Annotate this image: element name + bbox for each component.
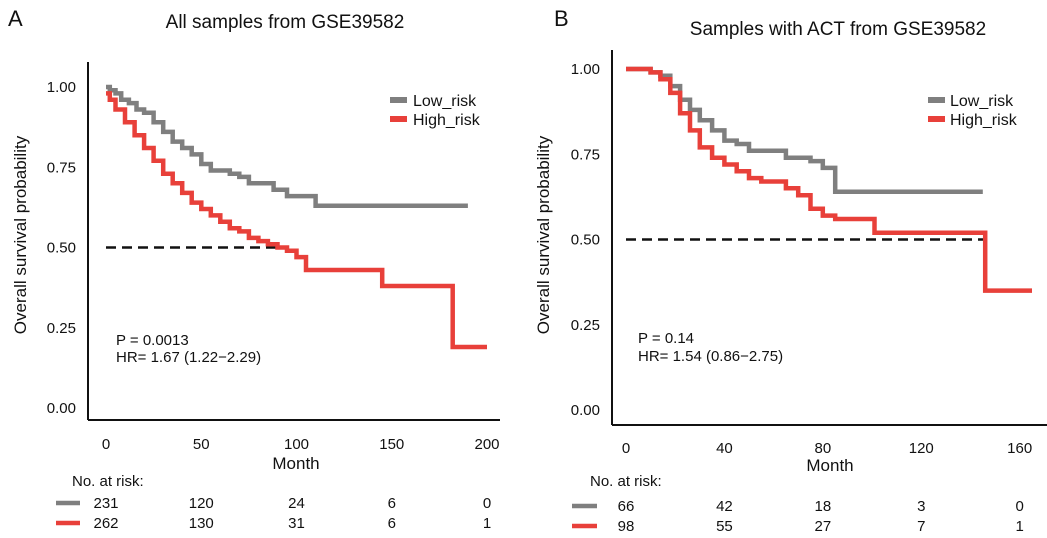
- series-line-high-risk: [106, 91, 487, 350]
- y-axis-label: Overall survival probability: [534, 135, 553, 334]
- x-axis-label: Month: [806, 456, 853, 475]
- x-tick-label: 0: [622, 440, 630, 457]
- y-axis: 0.00 0.25 0.50 0.75 1.00: [571, 50, 613, 425]
- series-line-low-risk: [106, 84, 468, 209]
- y-tick-label: 1.00: [47, 79, 76, 96]
- y-tick-label: 0.25: [47, 320, 76, 337]
- y-tick-label: 0.50: [47, 240, 76, 257]
- chart-title: Samples with ACT from GSE39582: [690, 19, 986, 40]
- risk-count-high-risk: 262: [93, 515, 118, 532]
- risk-count-low-risk: 18: [815, 498, 832, 515]
- risk-count-low-risk: 3: [917, 498, 925, 515]
- risk-count-high-risk: 6: [388, 515, 396, 532]
- legend-label-high-risk: High_risk: [413, 112, 481, 129]
- hazard-ratio-annotation: HR= 1.54 (0.86−2.75): [638, 348, 783, 365]
- risk-count-high-risk: 27: [815, 518, 832, 535]
- hazard-ratio-annotation: HR= 1.67 (1.22−2.29): [116, 349, 261, 366]
- legend: Low_risk High_risk: [928, 93, 1018, 129]
- risk-count-high-risk: 98: [618, 518, 635, 535]
- p-value-annotation: P = 0.14: [638, 330, 694, 347]
- x-tick-label: 160: [1007, 440, 1032, 457]
- p-value-annotation: P = 0.0013: [116, 332, 189, 349]
- panel-b: B Samples with ACT from GSE39582 Overall…: [534, 6, 1047, 535]
- series-line-low-risk: [626, 66, 983, 195]
- x-axis: 0 50 100 150 200: [88, 419, 500, 453]
- risk-table: No. at risk: 66 42 18 3 0 98 55 27 7 1: [572, 473, 1024, 535]
- panel-a: A All samples from GSE39582 Overall surv…: [8, 6, 500, 532]
- risk-count-high-risk: 130: [189, 515, 214, 532]
- y-tick-label: 1.00: [571, 61, 600, 78]
- y-tick-label: 0.50: [571, 232, 600, 249]
- panel-letter: B: [554, 6, 569, 31]
- x-tick-label: 100: [284, 436, 309, 453]
- legend-label-low-risk: Low_risk: [413, 93, 477, 110]
- x-tick-label: 120: [909, 440, 934, 457]
- risk-table-title: No. at risk:: [590, 473, 662, 490]
- risk-count-low-risk: 120: [189, 495, 214, 512]
- chart-title: All samples from GSE39582: [166, 12, 405, 33]
- x-tick-label: 50: [193, 436, 210, 453]
- y-tick-label: 0.00: [571, 402, 600, 419]
- legend: Low_risk High_risk: [390, 93, 481, 129]
- risk-count-low-risk: 24: [288, 495, 305, 512]
- risk-count-low-risk: 231: [93, 495, 118, 512]
- y-tick-label: 0.75: [47, 159, 76, 176]
- legend-label-high-risk: High_risk: [950, 112, 1018, 129]
- risk-count-low-risk: 0: [483, 495, 491, 512]
- risk-count-high-risk: 31: [288, 515, 305, 532]
- y-tick-label: 0.75: [571, 146, 600, 163]
- x-axis: 0 40 80 120 160: [612, 424, 1047, 457]
- y-axis: 0.00 0.25 0.50 0.75 1.00: [47, 62, 89, 420]
- x-tick-label: 200: [474, 436, 499, 453]
- risk-count-high-risk: 7: [917, 518, 925, 535]
- risk-count-low-risk: 42: [716, 498, 733, 515]
- x-tick-label: 0: [102, 436, 110, 453]
- x-tick-label: 150: [379, 436, 404, 453]
- risk-table-title: No. at risk:: [72, 473, 144, 490]
- risk-count-high-risk: 1: [483, 515, 491, 532]
- risk-table: No. at risk: 231 120 24 6 0 262 130 31 6…: [56, 473, 491, 532]
- y-tick-label: 0.00: [47, 400, 76, 417]
- panel-letter: A: [8, 6, 23, 31]
- risk-count-high-risk: 55: [716, 518, 733, 535]
- risk-count-low-risk: 6: [388, 495, 396, 512]
- risk-count-low-risk: 66: [618, 498, 635, 515]
- y-axis-label: Overall survival probability: [11, 135, 30, 334]
- y-tick-label: 0.25: [571, 317, 600, 334]
- x-tick-label: 40: [716, 440, 733, 457]
- risk-count-low-risk: 0: [1016, 498, 1024, 515]
- x-axis-label: Month: [272, 454, 319, 473]
- series-line-high-risk: [626, 66, 1032, 293]
- x-tick-label: 80: [815, 440, 832, 457]
- legend-label-low-risk: Low_risk: [950, 93, 1014, 110]
- risk-count-high-risk: 1: [1016, 518, 1024, 535]
